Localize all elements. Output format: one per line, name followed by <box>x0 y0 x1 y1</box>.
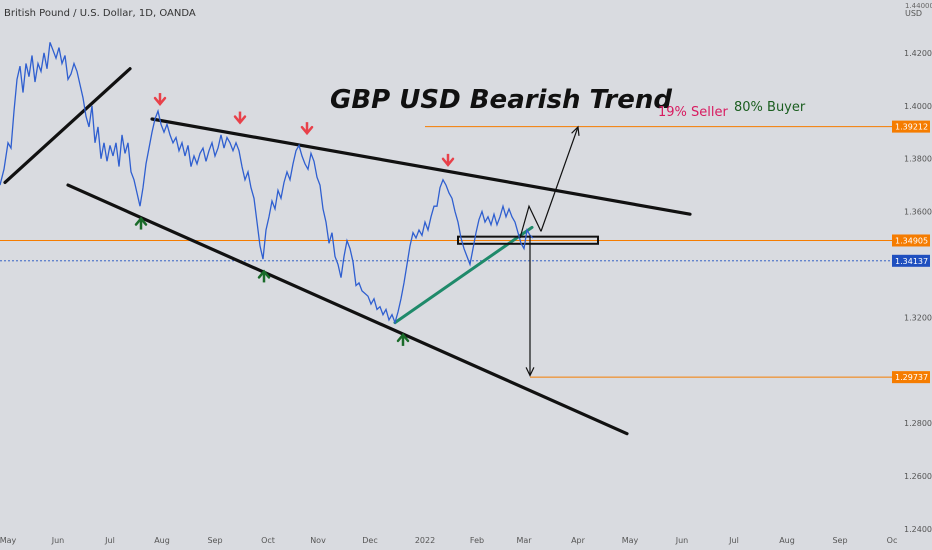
y-tick-label-4: 1.32000 <box>904 313 932 322</box>
x-axis: May Jun Jul Aug Sep Oct Nov Dec 2022 Feb Mar Apr May… <box>0 536 897 545</box>
up-arrow-icon-5 <box>257 269 271 283</box>
price-level-badge-0 <box>892 120 930 133</box>
down-arrow-icon-1 <box>233 111 247 125</box>
x-tick-label-11: Apr <box>571 536 586 545</box>
buyer-label: 80% Buyer <box>734 100 806 115</box>
y-axis: 1.42000 1.40000 1.38000 1.36000 1.32000 1.280… <box>904 49 932 534</box>
symbol-label: British Pound / U.S. Dollar, 1D, OANDA <box>4 8 196 19</box>
y-tick-label-5: 1.28000 <box>904 419 932 428</box>
x-tick-label-2: Jul <box>104 536 115 545</box>
price-level-badge-2 <box>892 254 930 267</box>
x-tick-label-15: Aug <box>779 536 795 545</box>
trend-line-2 <box>66 183 629 436</box>
x-tick-label-9: Feb <box>470 536 484 545</box>
price-level-label-1: 1.34905 <box>895 236 928 245</box>
trend-line-3 <box>393 225 534 325</box>
price-line <box>0 42 534 325</box>
trend-line-1 <box>150 117 692 216</box>
y-tick-label-2: 1.38000 <box>904 155 932 164</box>
x-tick-label-10: Mar <box>516 536 532 545</box>
chart-title: GBP USD Bearish Trend <box>330 85 672 115</box>
price-level-label-3: 1.29737 <box>895 373 928 382</box>
y-axis-top-tick: 1.44000 <box>905 2 932 10</box>
x-tick-label-3: Aug <box>154 536 170 545</box>
range-rectangle <box>457 235 599 245</box>
y-tick-label-6: 1.26000 <box>904 472 932 481</box>
x-tick-label-16: Sep <box>832 536 847 545</box>
currency-label: USD <box>905 9 922 18</box>
x-tick-label-14: Jul <box>728 536 739 545</box>
trend-line-0 <box>3 67 132 185</box>
x-tick-label-8: 2022 <box>415 536 435 545</box>
trend-lines <box>3 67 692 436</box>
price-level-label-2: 1.34137 <box>895 257 928 266</box>
y-tick-label-7: 1.24000 <box>904 525 932 534</box>
x-tick-label-6: Nov <box>310 536 326 545</box>
x-tick-label-1: Jun <box>51 536 65 545</box>
price-level-badge-3 <box>892 371 930 384</box>
price-levels: 1.39212 1.34905 1.34137 1.29737 <box>0 120 930 384</box>
projection-arrow-0 <box>540 125 580 232</box>
x-tick-label-4: Sep <box>207 536 222 545</box>
x-tick-label-12: May <box>622 536 639 545</box>
down-arrow-icon-0 <box>153 93 167 107</box>
x-tick-label-0: May <box>0 536 17 545</box>
y-tick-label-1: 1.40000 <box>904 102 932 111</box>
markers <box>134 93 455 346</box>
up-arrow-icon-4 <box>134 216 148 230</box>
seller-label: 19% Seller <box>658 105 728 120</box>
x-tick-label-17: Oc <box>887 536 898 545</box>
up-arrow-icon-6 <box>396 332 410 346</box>
projection-arrows <box>519 125 580 377</box>
down-arrow-icon-2 <box>300 122 314 136</box>
y-tick-label-0: 1.42000 <box>904 49 932 58</box>
x-tick-label-13: Jun <box>675 536 689 545</box>
projection-path <box>519 204 542 239</box>
y-tick-label-3: 1.36000 <box>904 208 932 217</box>
x-tick-label-5: Oct <box>261 536 275 545</box>
projection-arrow-1 <box>525 235 535 377</box>
price-level-badge-1 <box>892 234 930 247</box>
x-tick-label-7: Dec <box>362 536 377 545</box>
down-arrow-icon-3 <box>441 153 455 167</box>
price-level-label-0: 1.39212 <box>895 123 928 132</box>
